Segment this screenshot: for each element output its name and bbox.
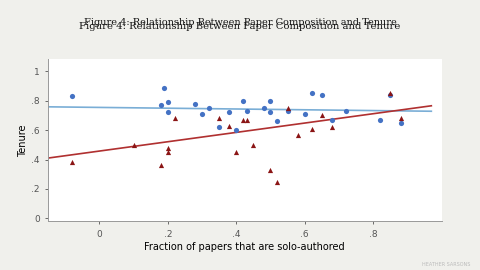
Point (284, 106, 291, 110)
Point (274, 180, 281, 184)
Point (328, 125, 336, 129)
Point (226, 123, 233, 128)
Point (164, 110, 172, 114)
Point (318, 113, 325, 117)
Point (266, 110, 274, 114)
Point (160, 86, 168, 90)
Point (376, 118, 384, 122)
Point (243, 109, 251, 113)
Point (164, 100, 172, 104)
Point (68, 160, 76, 165)
Point (68, 94, 76, 98)
Text: Figure 4: Relationship Between Paper Composition and Tenure: Figure 4: Relationship Between Paper Com… (79, 22, 401, 31)
Point (308, 90, 315, 95)
Point (318, 93, 325, 98)
Point (250, 143, 257, 147)
Point (308, 126, 315, 131)
Point (274, 119, 281, 123)
Point (342, 109, 349, 113)
Point (284, 109, 291, 113)
Point (260, 106, 267, 110)
Point (157, 103, 165, 107)
Point (301, 112, 309, 116)
Text: HEATHER SARSONS: HEATHER SARSONS (422, 262, 470, 267)
Point (216, 125, 223, 129)
X-axis label: Fraction of papers that are solo-authored: Fraction of papers that are solo-authore… (144, 241, 345, 252)
Point (396, 116, 404, 120)
Point (239, 118, 247, 122)
Point (171, 116, 179, 120)
Point (243, 118, 251, 122)
Point (157, 163, 165, 168)
Point (266, 168, 274, 172)
Point (226, 110, 233, 114)
Point (232, 128, 240, 132)
Point (328, 118, 336, 122)
Text: Figure 4: Relationship Between Paper Composition and Tenure: Figure 4: Relationship Between Paper Com… (84, 18, 396, 26)
Point (396, 121, 404, 125)
Y-axis label: Tenure: Tenure (18, 124, 28, 157)
Point (232, 150, 240, 154)
Point (198, 112, 206, 116)
Point (205, 106, 213, 110)
Point (294, 132, 302, 137)
Point (164, 146, 172, 150)
Point (386, 93, 394, 98)
Point (239, 99, 247, 103)
Point (216, 116, 223, 120)
Point (386, 90, 394, 95)
Point (266, 99, 274, 103)
Point (164, 150, 172, 154)
Point (130, 143, 137, 147)
Point (192, 102, 199, 106)
